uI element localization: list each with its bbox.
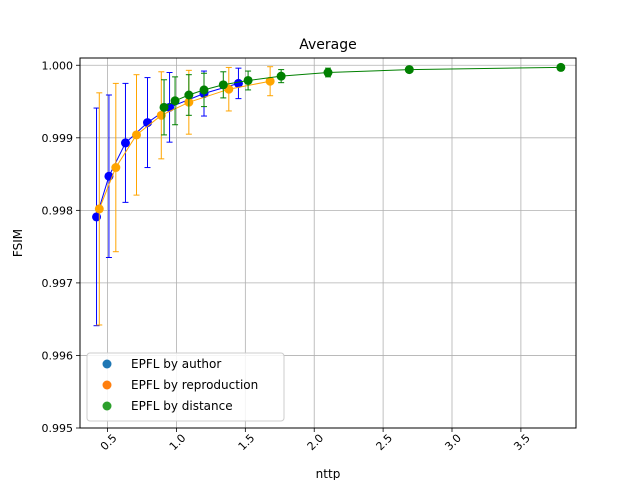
data-point: [323, 68, 333, 78]
data-point: [131, 130, 141, 140]
legend: EPFL by author EPFL by reproduction EPFL b…: [86, 352, 285, 422]
series-1: [92, 67, 243, 327]
series-layer: [92, 62, 566, 327]
legend-marker: [102, 380, 112, 390]
data-point: [243, 75, 253, 85]
chart-title: Average: [299, 37, 357, 53]
data-point: [199, 85, 209, 95]
data-point: [170, 96, 180, 106]
legend-label: EPFL by distance: [131, 399, 233, 413]
data-point: [92, 212, 102, 222]
data-point: [233, 78, 243, 88]
y-tick-label: 0.996: [42, 349, 74, 362]
data-point: [218, 80, 228, 90]
y-tick-label: 1.000: [42, 59, 74, 72]
y-tick-label: 0.998: [42, 204, 74, 217]
legend-marker: [102, 401, 112, 411]
legend-box: [86, 352, 285, 422]
y-axis-label: FSIM: [11, 229, 25, 257]
data-point: [556, 62, 566, 72]
data-point: [276, 71, 286, 81]
y-tick-label: 0.995: [42, 422, 74, 435]
plot-frame: [79, 57, 577, 429]
data-point: [184, 90, 194, 100]
data-point: [265, 76, 275, 86]
legend-label: EPFL by author: [131, 357, 221, 371]
legend-marker: [102, 359, 112, 369]
data-point: [120, 138, 130, 148]
y-tick-label: 0.997: [42, 277, 74, 290]
data-point: [159, 102, 169, 112]
series-3: [159, 62, 566, 136]
data-point: [94, 204, 104, 214]
data-point: [156, 110, 166, 120]
legend-label: EPFL by reproduction: [131, 378, 258, 392]
data-point: [404, 65, 414, 75]
x-axis-label: nttp: [316, 467, 341, 480]
series-line: [163, 66, 561, 108]
data-point: [111, 163, 121, 173]
y-tick-label: 0.999: [42, 132, 74, 145]
